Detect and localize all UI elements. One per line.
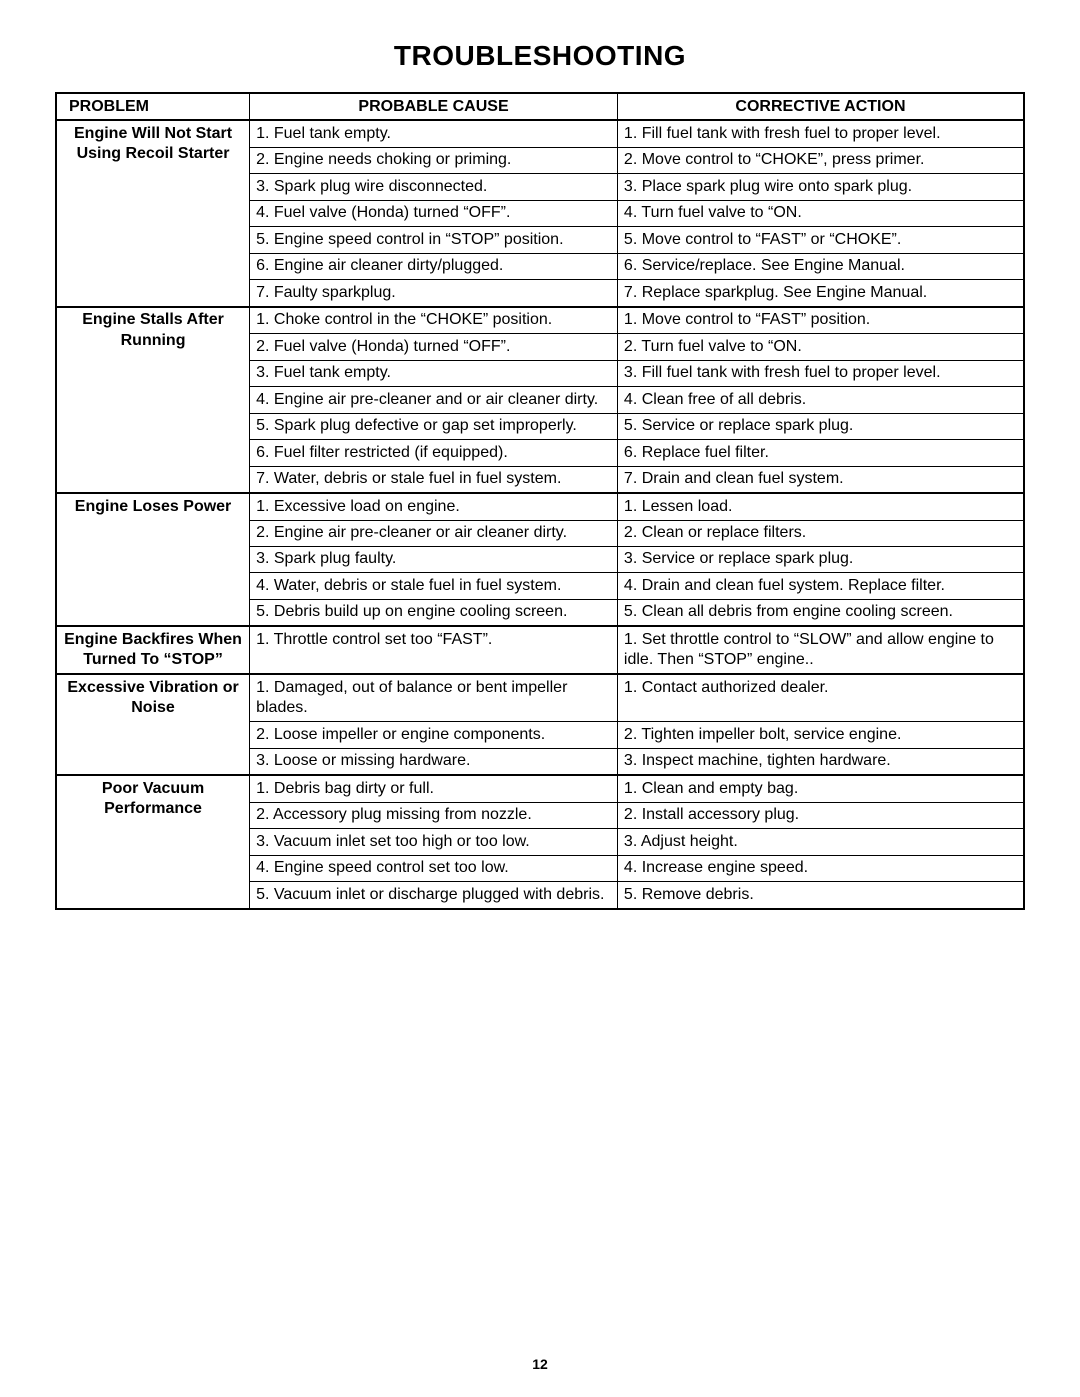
action-cell: 4. Turn fuel valve to “ON.	[617, 200, 1024, 226]
cause-cell: 2. Accessory plug missing from nozzle.	[250, 802, 618, 828]
action-cell: 4. Drain and clean fuel system. Replace …	[617, 573, 1024, 599]
cause-cell: 5. Spark plug defective or gap set impro…	[250, 413, 618, 439]
action-cell: 2. Install accessory plug.	[617, 802, 1024, 828]
table-body: Engine Will Not Start Using Recoil Start…	[56, 120, 1024, 908]
cause-cell: 3. Loose or missing hardware.	[250, 748, 618, 775]
cause-cell: 7. Water, debris or stale fuel in fuel s…	[250, 466, 618, 493]
header-cause: PROBABLE CAUSE	[250, 93, 618, 120]
cause-cell: 5. Debris build up on engine cooling scr…	[250, 599, 618, 626]
page-number: 12	[0, 1356, 1080, 1372]
cause-cell: 1. Debris bag dirty or full.	[250, 775, 618, 802]
action-cell: 3. Fill fuel tank with fresh fuel to pro…	[617, 360, 1024, 386]
action-cell: 1. Contact authorized dealer.	[617, 674, 1024, 721]
action-cell: 2. Move control to “CHOKE”, press primer…	[617, 147, 1024, 173]
action-cell: 7. Replace sparkplug. See Engine Manual.	[617, 280, 1024, 307]
action-cell: 3. Service or replace spark plug.	[617, 546, 1024, 572]
cause-cell: 3. Fuel tank empty.	[250, 360, 618, 386]
action-cell: 1. Clean and empty bag.	[617, 775, 1024, 802]
action-cell: 2. Clean or replace filters.	[617, 520, 1024, 546]
cause-cell: 3. Vacuum inlet set too high or too low.	[250, 829, 618, 855]
document-page: TROUBLESHOOTING PROBLEM PROBABLE CAUSE C…	[0, 0, 1080, 1397]
action-cell: 3. Place spark plug wire onto spark plug…	[617, 174, 1024, 200]
action-cell: 6. Replace fuel filter.	[617, 440, 1024, 466]
action-cell: 1. Set throttle control to “SLOW” and al…	[617, 626, 1024, 674]
header-problem: PROBLEM	[56, 93, 250, 120]
table-row: Excessive Vibration or Noise1. Damaged, …	[56, 674, 1024, 721]
cause-cell: 1. Choke control in the “CHOKE” position…	[250, 307, 618, 334]
action-cell: 5. Move control to “FAST” or “CHOKE”.	[617, 227, 1024, 253]
cause-cell: 6. Fuel filter restricted (if equipped).	[250, 440, 618, 466]
table-row: Engine Will Not Start Using Recoil Start…	[56, 120, 1024, 147]
action-cell: 2. Tighten impeller bolt, service engine…	[617, 722, 1024, 748]
cause-cell: 1. Damaged, out of balance or bent impel…	[250, 674, 618, 721]
cause-cell: 1. Throttle control set too “FAST”.	[250, 626, 618, 674]
action-cell: 5. Service or replace spark plug.	[617, 413, 1024, 439]
problem-cell: Excessive Vibration or Noise	[56, 674, 250, 775]
action-cell: 3. Inspect machine, tighten hardware.	[617, 748, 1024, 775]
action-cell: 2. Turn fuel valve to “ON.	[617, 334, 1024, 360]
cause-cell: 4. Engine speed control set too low.	[250, 855, 618, 881]
cause-cell: 4. Fuel valve (Honda) turned “OFF”.	[250, 200, 618, 226]
action-cell: 3. Adjust height.	[617, 829, 1024, 855]
action-cell: 1. Move control to “FAST” position.	[617, 307, 1024, 334]
cause-cell: 2. Loose impeller or engine components.	[250, 722, 618, 748]
problem-cell: Engine Backfires When Turned To “STOP”	[56, 626, 250, 674]
action-cell: 4. Increase engine speed.	[617, 855, 1024, 881]
cause-cell: 3. Spark plug faulty.	[250, 546, 618, 572]
cause-cell: 5. Vacuum inlet or discharge plugged wit…	[250, 882, 618, 909]
cause-cell: 2. Engine air pre-cleaner or air cleaner…	[250, 520, 618, 546]
table-row: Engine Loses Power1. Excessive load on e…	[56, 493, 1024, 520]
problem-cell: Poor Vacuum Performance	[56, 775, 250, 908]
cause-cell: 5. Engine speed control in “STOP” positi…	[250, 227, 618, 253]
problem-cell: Engine Will Not Start Using Recoil Start…	[56, 120, 250, 306]
cause-cell: 2. Engine needs choking or priming.	[250, 147, 618, 173]
cause-cell: 1. Excessive load on engine.	[250, 493, 618, 520]
table-row: Poor Vacuum Performance1. Debris bag dir…	[56, 775, 1024, 802]
table-row: Engine Stalls After Running1. Choke cont…	[56, 307, 1024, 334]
cause-cell: 3. Spark plug wire disconnected.	[250, 174, 618, 200]
header-action: CORRECTIVE ACTION	[617, 93, 1024, 120]
action-cell: 4. Clean free of all debris.	[617, 387, 1024, 413]
cause-cell: 7. Faulty sparkplug.	[250, 280, 618, 307]
page-title: TROUBLESHOOTING	[55, 40, 1025, 72]
action-cell: 1. Fill fuel tank with fresh fuel to pro…	[617, 120, 1024, 147]
cause-cell: 6. Engine air cleaner dirty/plugged.	[250, 253, 618, 279]
problem-cell: Engine Stalls After Running	[56, 307, 250, 493]
troubleshooting-table: PROBLEM PROBABLE CAUSE CORRECTIVE ACTION…	[55, 92, 1025, 910]
problem-cell: Engine Loses Power	[56, 493, 250, 626]
action-cell: 5. Clean all debris from engine cooling …	[617, 599, 1024, 626]
cause-cell: 4. Engine air pre-cleaner and or air cle…	[250, 387, 618, 413]
action-cell: 1. Lessen load.	[617, 493, 1024, 520]
action-cell: 7. Drain and clean fuel system.	[617, 466, 1024, 493]
cause-cell: 2. Fuel valve (Honda) turned “OFF”.	[250, 334, 618, 360]
table-row: Engine Backfires When Turned To “STOP”1.…	[56, 626, 1024, 674]
cause-cell: 4. Water, debris or stale fuel in fuel s…	[250, 573, 618, 599]
action-cell: 6. Service/replace. See Engine Manual.	[617, 253, 1024, 279]
cause-cell: 1. Fuel tank empty.	[250, 120, 618, 147]
table-header-row: PROBLEM PROBABLE CAUSE CORRECTIVE ACTION	[56, 93, 1024, 120]
action-cell: 5. Remove debris.	[617, 882, 1024, 909]
